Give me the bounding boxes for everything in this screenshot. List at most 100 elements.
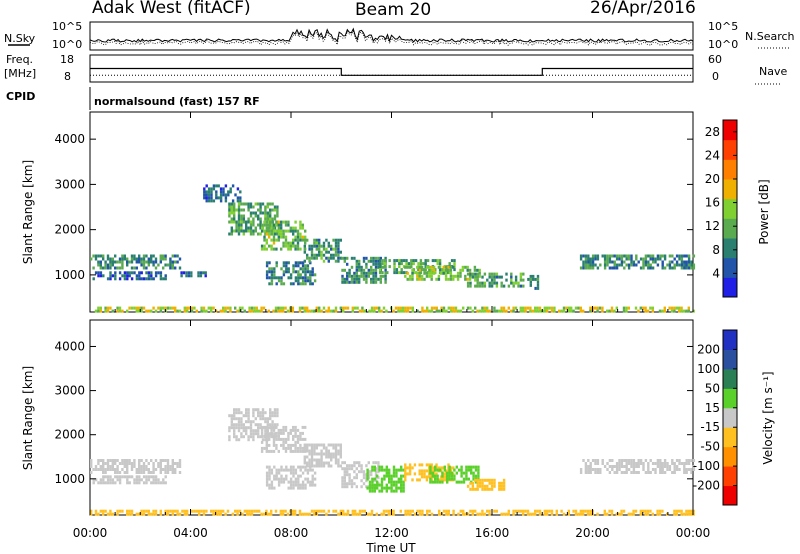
velocity-cell [142,465,146,468]
power-cell [358,262,361,266]
velocity-cell [346,512,350,516]
power-cell [426,306,429,310]
power-cell [330,253,333,257]
power-cell [291,309,294,313]
velocity-cell [481,487,484,491]
power-cell [334,309,338,313]
power-cell [505,309,508,313]
power-cell [374,259,378,263]
velocity-cell [337,452,340,456]
power-cell [164,274,167,278]
power-cell [248,309,251,313]
power-cell [292,264,295,268]
velocity-cell [429,465,432,469]
velocity-cell [477,474,480,478]
power-cell [289,276,293,280]
power-cell [250,309,254,313]
velocity-cell [265,483,269,487]
velocity-cell [620,459,624,462]
power-cell [412,262,415,266]
power-cell [265,241,268,245]
velocity-cell [339,464,342,468]
power-cbar-swatch [723,257,737,278]
power-cell [92,266,95,270]
power-cell [227,193,230,197]
power-cell [404,265,407,269]
velocity-cell [299,434,302,438]
power-cell [262,306,266,310]
power-cell [377,262,380,266]
velocity-cell [390,489,393,493]
velocity-cell [458,468,461,472]
velocity-cell [247,408,250,412]
velocity-cell [320,443,323,447]
velocity-cell [380,465,384,469]
velocity-cell [582,509,585,513]
velocity-cell [642,468,645,471]
power-cell [309,279,312,283]
velocity-cell [277,428,280,432]
velocity-cell [370,473,373,477]
velocity-cell [382,512,386,516]
power-cell [111,274,115,278]
power-cell [294,261,298,265]
velocity-cell [474,474,478,478]
power-cell [277,232,280,236]
velocity-cell [247,435,250,439]
velocity-cell [587,471,590,474]
velocity-cell [159,512,162,516]
power-cell [318,244,321,248]
power-cell [402,271,406,275]
velocity-cell [334,458,338,462]
power-cell [299,232,302,236]
velocity-cell [644,509,647,513]
power-cell [94,257,98,261]
power-cell [166,306,170,310]
power-cell [365,271,368,275]
velocity-cell [666,512,669,516]
velocity-cell [472,474,475,478]
power-cell [425,271,429,275]
power-cell [268,223,271,227]
power-cell [292,282,295,286]
velocity-cell [264,420,267,424]
power-cell [164,306,167,310]
velocity-cell [448,471,451,475]
velocity-cell [285,477,288,481]
velocity-cell [687,468,691,471]
velocity-cell [289,483,293,487]
velocity-cell [425,478,429,482]
power-cell [673,266,676,270]
power-cell [661,260,664,264]
power-cell [308,259,311,263]
x-tick-label: 08:00 [274,526,309,540]
velocity-cell [425,469,429,473]
velocity-cell [159,465,162,468]
velocity-cell [171,465,174,468]
velocity-cell [116,471,119,474]
power-cell [99,306,102,310]
velocity-cell [292,449,295,453]
velocity-cell [313,443,316,447]
power-cell [311,270,314,274]
power-cell [147,309,150,313]
power-cell [601,306,604,310]
velocity-cell [304,477,307,481]
velocity-cell [162,468,165,471]
power-cell [459,274,462,278]
power-cell [476,272,479,276]
power-cell [522,306,525,310]
power-cell [362,268,366,272]
power-cell [268,267,271,271]
power-cell [402,309,405,313]
velocity-cell [440,469,443,473]
power-cell [536,280,540,284]
power-cell [109,263,112,267]
power-cell [109,306,112,310]
power-cell [377,259,380,263]
velocity-cell [529,512,532,516]
velocity-cell [406,509,410,513]
power-cell [282,232,285,236]
power-cell [495,281,499,285]
power-cell [372,280,375,284]
